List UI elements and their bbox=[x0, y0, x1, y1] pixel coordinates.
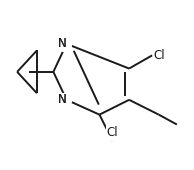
Text: Cl: Cl bbox=[154, 49, 165, 62]
Text: Cl: Cl bbox=[154, 49, 165, 62]
Text: N: N bbox=[58, 37, 67, 50]
Text: N: N bbox=[58, 93, 67, 106]
Text: N: N bbox=[58, 93, 67, 106]
Text: Cl: Cl bbox=[107, 126, 119, 139]
Text: Cl: Cl bbox=[107, 126, 119, 139]
Text: N: N bbox=[58, 37, 67, 50]
